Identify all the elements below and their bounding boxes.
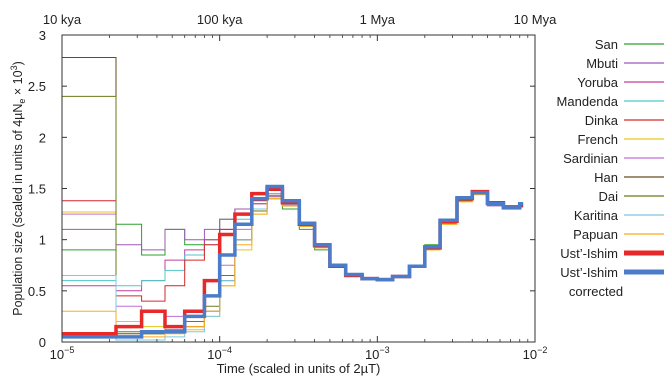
top-axis-label-0: 10 kya [43,12,82,27]
y-tick-label-0: 0 [39,335,46,350]
legend-label-8: Dai [598,189,618,204]
series-line-12 [62,184,524,339]
legend-label-12-line-1: corrected [569,284,623,299]
x-tick-label-2: 10−3 [365,345,390,362]
legend-label-12: Ust’-Ishim [560,265,618,280]
legend-label-6: Sardinian [563,151,618,166]
y-tick-label-4: 2 [39,130,46,145]
x-tick-label-1: 10−4 [207,345,232,362]
y-tick-label-5: 2.5 [28,79,46,94]
legend-label-1: Mbuti [586,56,618,71]
legend-label-7: Han [594,170,618,185]
x-axis-label: Time (scaled in units of 2µT) [217,361,381,376]
x-tick-label-3: 10−2 [523,345,548,362]
axes: 10−5 10−4 10−3 10−2 10 kya 100 kya 1 Mya 10 Mya… [9,12,557,376]
legend-label-5: French [578,132,618,147]
top-axis-label-3: 10 Mya [514,12,557,27]
legend-label-2: Yoruba [577,75,618,90]
y-axis-label: Population size (scaled in units of 4µNe… [9,61,27,316]
top-axis-label-2: 1 Mya [360,12,396,27]
legend-label-0: San [595,37,618,52]
y-tick-label-3: 1.5 [28,182,46,197]
legend-label-3: Mandenda [557,94,619,109]
legend-label-11: Ust’-Ishim [560,246,618,261]
top-axis-label-1: 100 kya [197,12,243,27]
legend-label-10: Papuan [573,227,618,242]
y-tick-label-1: 0.5 [28,284,46,299]
y-tick-label-6: 3 [39,28,46,43]
legend: San Mbuti Yoruba Mandenda Dinka French Sardini… [557,37,664,299]
x-tick-label-0: 10−5 [50,345,75,362]
series-layer [62,57,524,341]
legend-label-4: Dinka [585,113,619,128]
y-tick-label-2: 1 [39,233,46,248]
legend-label-9: Karitina [574,208,619,223]
